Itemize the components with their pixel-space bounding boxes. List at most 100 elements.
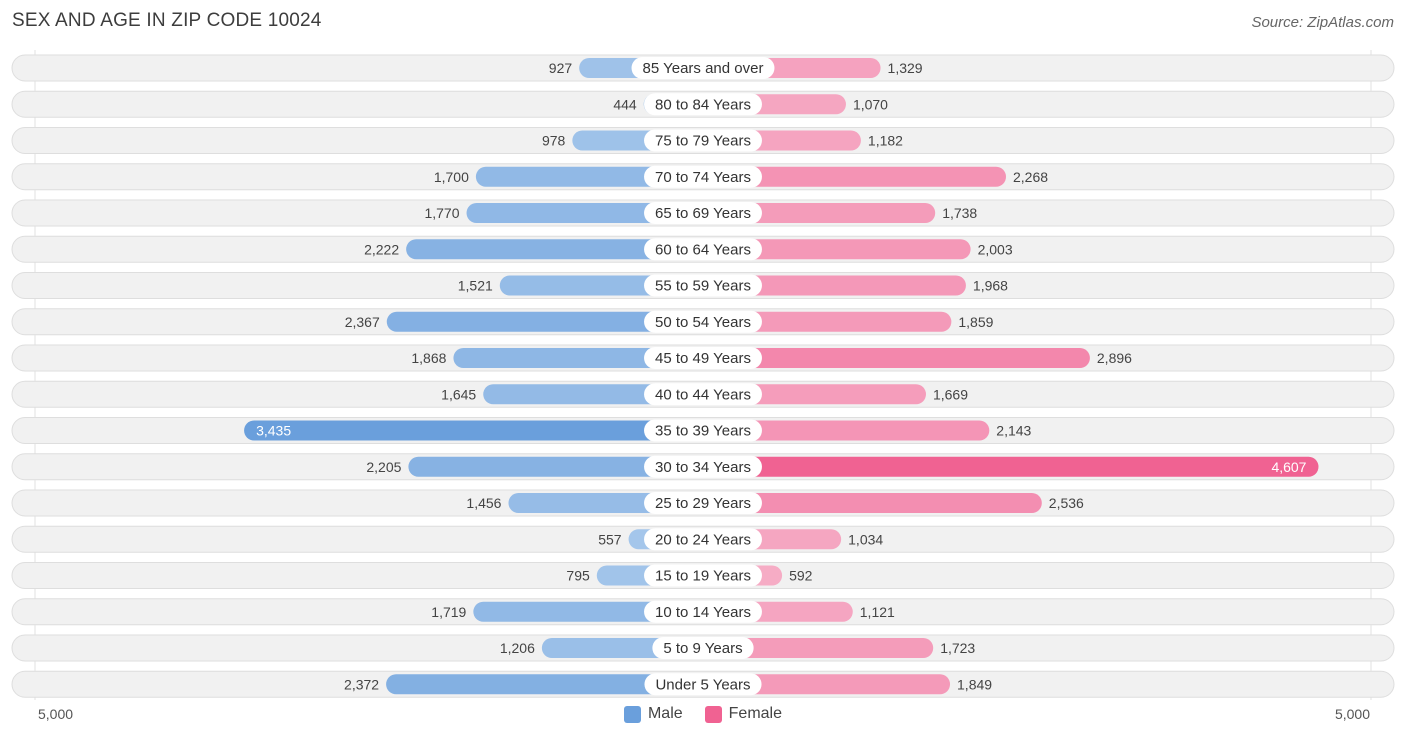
age-label-pill: [644, 528, 762, 551]
female-bar[interactable]: [703, 275, 966, 296]
male-value-label: 927: [549, 60, 573, 76]
chart-row: 1,206 1,723 5 to 9 Years: [11, 634, 1395, 662]
age-label-pill: [644, 347, 762, 369]
female-bar[interactable]: [703, 493, 1042, 513]
female-value-label: 592: [789, 568, 813, 584]
male-value-label: 795: [566, 568, 590, 584]
male-value-label: 978: [542, 133, 566, 149]
female-value-label: 2,896: [1097, 350, 1132, 366]
age-label-pill: [644, 93, 762, 116]
age-group-label: 20 to 24 Years: [655, 531, 751, 548]
male-bar[interactable]: [244, 420, 704, 441]
chart-row: 1,700 2,268 70 to 74 Years: [11, 163, 1395, 191]
female-value-label: 1,329: [888, 60, 923, 76]
chart-row: 2,205 4,607 30 to 34 Years: [11, 453, 1395, 481]
chart-row: 1,868 2,896 45 to 49 Years: [11, 344, 1395, 372]
age-group-label: 25 to 29 Years: [655, 495, 751, 512]
chart-row: 927 1,329 85 Years and over: [11, 54, 1395, 82]
legend-label-male: Male: [647, 705, 683, 722]
age-label-pill: [644, 165, 762, 188]
female-value-label: 1,859: [958, 314, 993, 330]
chart-row: 1,456 2,536 25 to 29 Years: [11, 489, 1395, 517]
age-label-pill: [644, 455, 762, 478]
age-label-pill: [644, 419, 762, 442]
female-value-label: 1,968: [973, 278, 1008, 294]
chart-row: 557 1,034 20 to 24 Years: [11, 525, 1395, 553]
chart-row: 3,435 2,143 35 to 39 Years: [11, 417, 1395, 444]
female-value-label: 1,738: [942, 205, 977, 221]
age-group-label: 10 to 14 Years: [655, 604, 751, 621]
female-value-label: 1,723: [940, 640, 975, 656]
age-group-label: 45 to 49 Years: [655, 350, 751, 367]
age-label-pill: [644, 383, 762, 406]
age-group-label: 75 to 79 Years: [655, 133, 751, 150]
male-value-label: 557: [598, 531, 622, 547]
male-bar[interactable]: [408, 456, 703, 477]
age-group-label: 35 to 39 Years: [655, 423, 751, 440]
female-bar[interactable]: [703, 420, 990, 441]
legend: Male Female: [0, 705, 1406, 723]
male-value-label: 2,367: [345, 314, 380, 330]
male-bar[interactable]: [386, 311, 703, 332]
axis-tick-right: 5,000: [1334, 706, 1370, 722]
chart-row: 1,770 1,738 65 to 69 Years: [11, 199, 1395, 227]
chart-row: 2,222 2,003 60 to 64 Years: [11, 235, 1395, 263]
male-bar[interactable]: [466, 203, 703, 223]
female-bar[interactable]: [703, 348, 1090, 368]
male-value-label: 1,521: [458, 278, 493, 294]
female-bar[interactable]: [703, 239, 971, 260]
female-bar[interactable]: [703, 456, 1319, 477]
chart-row: 978 1,182 75 to 79 Years: [11, 127, 1395, 154]
legend-item-male[interactable]: Male: [623, 705, 683, 723]
chart-row: 795 592 15 to 19 Years: [11, 562, 1395, 589]
male-value-label: 1,868: [411, 350, 446, 366]
legend-swatch-male: [623, 705, 641, 723]
female-value-label: 2,536: [1049, 495, 1084, 511]
female-value-label: 2,268: [1013, 169, 1048, 185]
female-bar[interactable]: [703, 203, 936, 223]
source-note: Source: ZipAtlas.com: [1251, 14, 1394, 31]
legend-label-female: Female: [728, 705, 783, 722]
female-bar[interactable]: [703, 638, 934, 658]
age-label-pill: [652, 637, 754, 659]
age-label-pill: [631, 57, 775, 79]
age-group-label: 15 to 19 Years: [655, 568, 751, 585]
male-value-label: 444: [613, 96, 637, 112]
axis-tick-left: 5,000: [38, 706, 74, 722]
female-value-label: 1,070: [853, 96, 888, 112]
female-value-label: 1,034: [848, 531, 883, 547]
age-label-pill: [644, 238, 762, 261]
chart-title: SEX AND AGE IN ZIP CODE 10024: [12, 10, 322, 31]
age-label-pill: [644, 673, 762, 696]
age-label-pill: [644, 274, 762, 297]
age-group-label: 55 to 59 Years: [655, 278, 751, 295]
female-bar[interactable]: [703, 166, 1007, 187]
female-value-label: 2,143: [996, 423, 1031, 439]
female-bar[interactable]: [703, 311, 952, 332]
age-label-pill: [644, 129, 762, 152]
male-value-label: 1,719: [431, 604, 466, 620]
age-group-label: Under 5 Years: [655, 676, 750, 693]
legend-item-female[interactable]: Female: [704, 705, 783, 723]
age-group-label: 60 to 64 Years: [655, 241, 751, 258]
legend-swatch-female: [704, 705, 722, 723]
male-value-label: 1,206: [500, 640, 535, 656]
population-pyramid-chart: 927 1,329 85 Years and over 444 1,070 80 to 8…: [11, 50, 1395, 700]
female-value-label: 4,607: [1271, 459, 1306, 475]
age-group-label: 30 to 34 Years: [655, 459, 751, 476]
age-label-pill: [644, 600, 762, 623]
female-bar[interactable]: [703, 674, 951, 695]
chart-row: 2,372 1,849 Under 5 Years: [11, 670, 1395, 698]
age-label-pill: [644, 564, 762, 587]
male-bar[interactable]: [386, 674, 703, 695]
chart-row: 1,521 1,968 55 to 59 Years: [11, 272, 1395, 299]
age-group-label: 40 to 44 Years: [655, 386, 751, 403]
male-value-label: 1,700: [434, 169, 469, 185]
chart-row: 444 1,070 80 to 84 Years: [11, 90, 1395, 118]
female-value-label: 2,003: [978, 241, 1013, 257]
age-label-pill: [644, 310, 762, 333]
male-bar[interactable]: [453, 348, 703, 368]
age-group-label: 50 to 54 Years: [655, 314, 751, 331]
male-bar[interactable]: [406, 239, 703, 260]
age-group-label: 80 to 84 Years: [655, 96, 751, 113]
